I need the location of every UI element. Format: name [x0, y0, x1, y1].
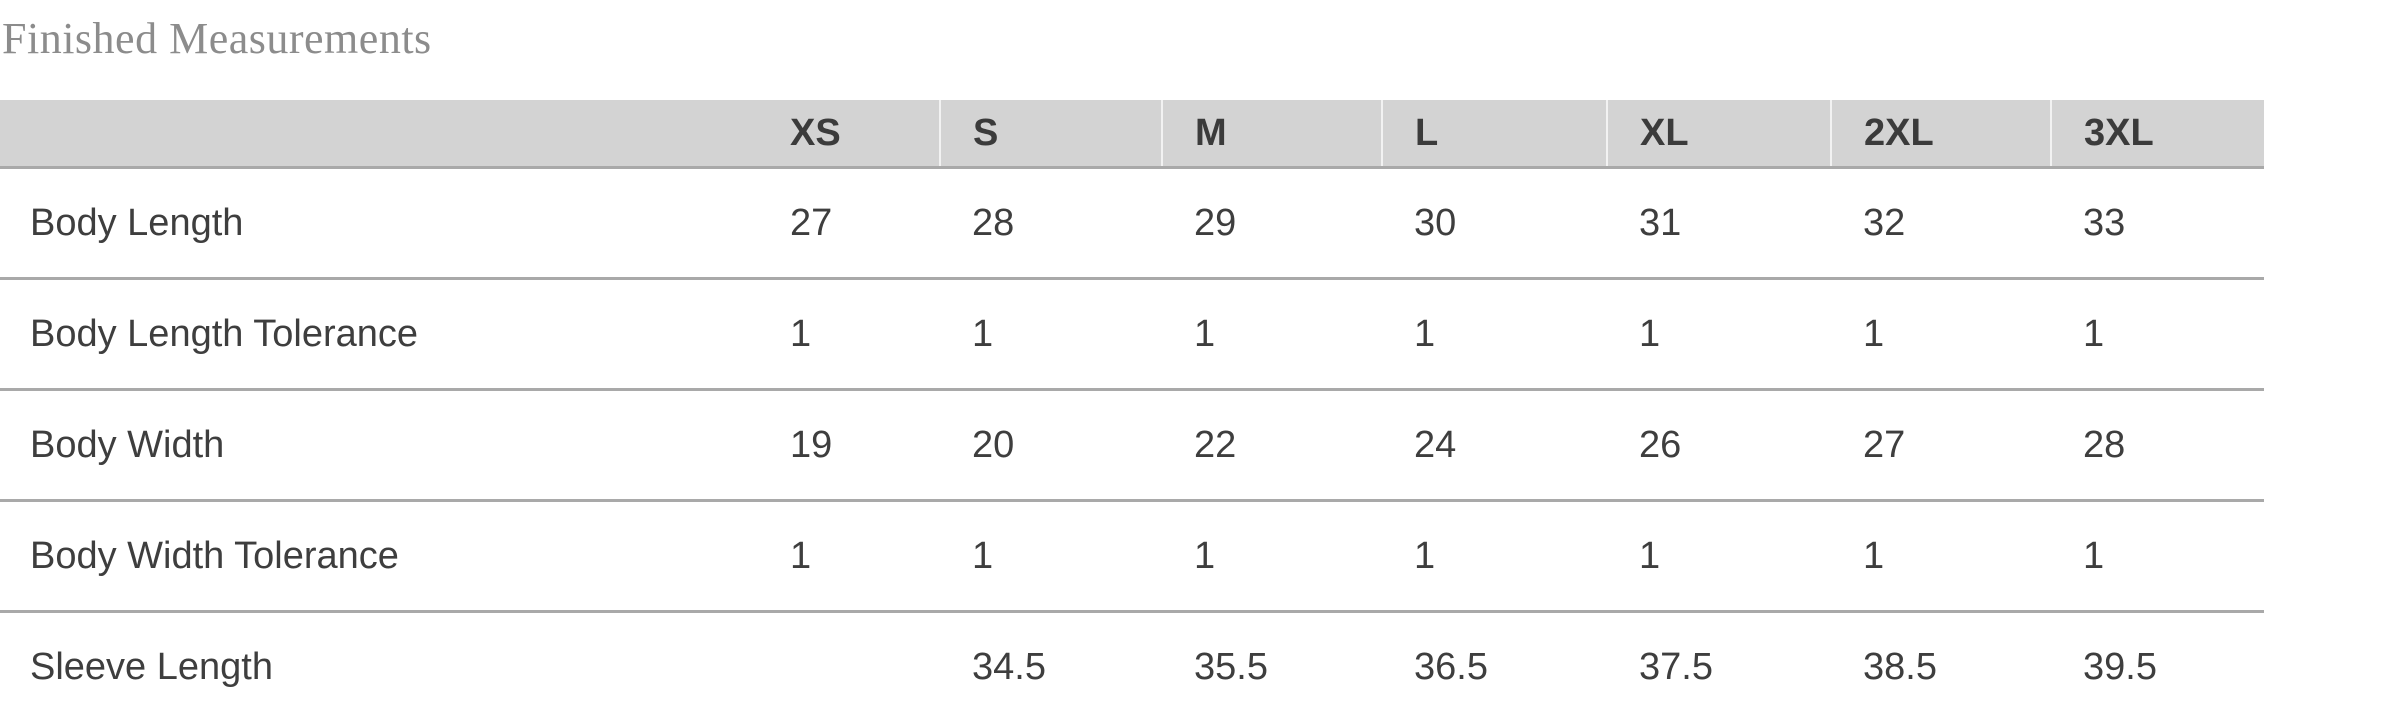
table-cell: 1	[1382, 278, 1607, 392]
table-cell: 1	[1831, 500, 2051, 614]
table-cell: 1	[1607, 278, 1831, 392]
section-title: Finished Measurements	[2, 14, 432, 63]
table-cell: 1	[758, 500, 940, 614]
column-header-m: M	[1161, 100, 1382, 170]
table-cell: 1	[758, 278, 940, 392]
table-cell: 34.5	[940, 611, 1162, 722]
table-cell: 26	[1607, 389, 1831, 503]
table-row-body-width-tolerance: Body Width Tolerance 1 1 1 1 1 1 1	[0, 500, 2264, 614]
column-header-2xl: 2XL	[1830, 100, 2051, 170]
table-cell: 22	[1162, 389, 1382, 503]
table-cell: 1	[940, 500, 1162, 614]
row-label-cell: Body Width Tolerance	[0, 500, 758, 614]
table-cell: 1	[1162, 500, 1382, 614]
table-cell: 31	[1607, 167, 1831, 281]
table-cell: 1	[940, 278, 1162, 392]
table-cell: 27	[758, 167, 940, 281]
table-cell	[758, 611, 940, 722]
table-cell: 20	[940, 389, 1162, 503]
table-cell: 1	[2051, 278, 2264, 392]
table-cell: 35.5	[1162, 611, 1382, 722]
table-cell: 29	[1162, 167, 1382, 281]
column-header-empty	[0, 100, 758, 170]
table-cell: 32	[1831, 167, 2051, 281]
row-label-cell: Sleeve Length	[0, 611, 758, 722]
table-header-row: XS S M L XL 2XL 3XL	[0, 100, 2264, 170]
table-cell: 28	[940, 167, 1162, 281]
table-cell: 27	[1831, 389, 2051, 503]
row-label-cell: Body Length Tolerance	[0, 278, 758, 392]
table-cell: 24	[1382, 389, 1607, 503]
table-cell: 38.5	[1831, 611, 2051, 722]
table-row-body-width: Body Width 19 20 22 24 26 27 28	[0, 389, 2264, 503]
table-row-body-length: Body Length 27 28 29 30 31 32 33	[0, 167, 2264, 281]
column-header-3xl: 3XL	[2050, 100, 2264, 170]
table-cell: 33	[2051, 167, 2264, 281]
table-cell: 28	[2051, 389, 2264, 503]
table-row-sleeve-length: Sleeve Length 34.5 35.5 36.5 37.5 38.5 3…	[0, 611, 2264, 722]
table-cell: 1	[1382, 500, 1607, 614]
column-header-s: S	[939, 100, 1162, 170]
row-label-cell: Body Length	[0, 167, 758, 281]
column-header-xl: XL	[1606, 100, 1831, 170]
table-cell: 1	[1831, 278, 2051, 392]
table-cell: 39.5	[2051, 611, 2264, 722]
table-cell: 37.5	[1607, 611, 1831, 722]
column-header-l: L	[1381, 100, 1607, 170]
table-cell: 19	[758, 389, 940, 503]
column-header-xs: XS	[758, 100, 940, 170]
finished-measurements-table: XS S M L XL 2XL 3XL Body Length 27 28 29…	[0, 100, 2264, 722]
table-cell: 30	[1382, 167, 1607, 281]
table-cell: 1	[1162, 278, 1382, 392]
table-cell: 1	[1607, 500, 1831, 614]
row-label-cell: Body Width	[0, 389, 758, 503]
table-cell: 1	[2051, 500, 2264, 614]
table-row-body-length-tolerance: Body Length Tolerance 1 1 1 1 1 1 1	[0, 278, 2264, 392]
table-cell: 36.5	[1382, 611, 1607, 722]
